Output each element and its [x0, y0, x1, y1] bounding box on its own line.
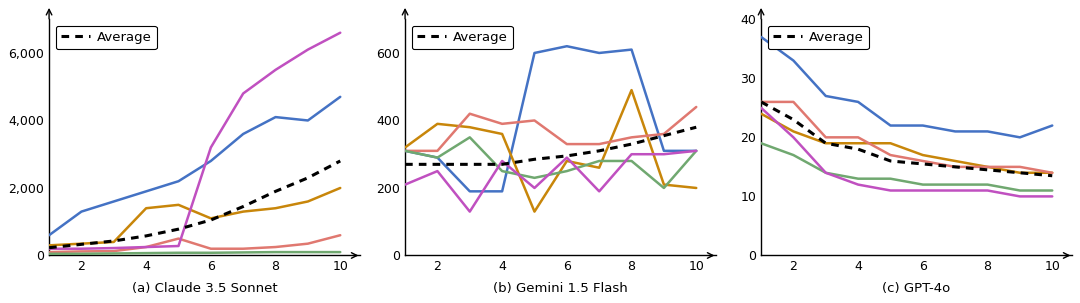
Average [1045, 174, 1058, 178]
X-axis label: (c) GPT-4o: (c) GPT-4o [882, 282, 950, 295]
Average [658, 134, 671, 138]
Average [107, 239, 120, 243]
Line: Average: Average [405, 127, 697, 164]
Legend: Average: Average [411, 26, 513, 49]
Average [42, 246, 55, 250]
Line: Average: Average [49, 161, 340, 248]
Average [948, 165, 961, 169]
Average [625, 142, 638, 146]
Average [431, 162, 444, 166]
Average [463, 162, 476, 166]
Average [820, 142, 833, 145]
Average [916, 162, 929, 166]
Average [593, 149, 606, 153]
Average [885, 159, 897, 163]
Average [204, 218, 217, 222]
Average [1013, 171, 1026, 175]
X-axis label: (b) Gemini 1.5 Flash: (b) Gemini 1.5 Flash [492, 282, 627, 295]
Line: Average: Average [761, 102, 1052, 176]
Legend: Average: Average [768, 26, 868, 49]
Average [496, 162, 509, 166]
Average [139, 234, 152, 238]
Average [852, 147, 865, 151]
Average [755, 100, 768, 104]
Average [269, 190, 282, 193]
Average [528, 158, 541, 161]
Average [301, 176, 314, 180]
Average [787, 118, 800, 122]
Average [690, 125, 703, 129]
Average [334, 159, 347, 163]
Average [981, 168, 994, 171]
X-axis label: (a) Claude 3.5 Sonnet: (a) Claude 3.5 Sonnet [132, 282, 278, 295]
Average [75, 242, 87, 246]
Average [561, 154, 573, 158]
Average [237, 205, 249, 208]
Average [399, 162, 411, 166]
Legend: Average: Average [56, 26, 157, 49]
Average [172, 227, 185, 231]
